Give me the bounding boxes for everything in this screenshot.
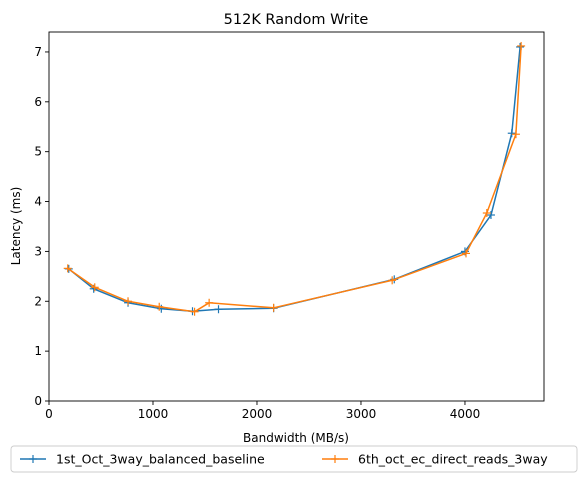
data-point — [511, 130, 520, 139]
data-point — [155, 302, 164, 311]
legend-label: 1st_Oct_3way_balanced_baseline — [56, 452, 265, 467]
data-point — [63, 264, 72, 273]
data-point — [486, 211, 495, 220]
data-point — [482, 209, 491, 218]
data-point — [388, 276, 397, 285]
y-tick-label: 4 — [34, 195, 42, 209]
plot-area — [48, 31, 545, 402]
x-tick-label: 3000 — [346, 407, 377, 421]
data-point — [517, 41, 526, 50]
data-point — [462, 249, 471, 258]
axes-frame — [48, 31, 545, 402]
legend-label: 6th_oct_ec_direct_reads_3way — [358, 452, 548, 467]
x-tick-label: 0 — [45, 407, 53, 421]
legend: 1st_Oct_3way_balanced_baseline 6th_oct_ec… — [10, 445, 578, 473]
series-line — [67, 45, 522, 313]
y-axis-label: Latency (ms) — [9, 187, 23, 266]
legend-entry: 1st_Oct_3way_balanced_baseline — [20, 452, 265, 467]
legend-box — [10, 445, 578, 473]
data-point — [205, 298, 214, 307]
x-axis-label: Bandwidth (MB/s) — [243, 431, 349, 445]
x-tick-label: 4000 — [450, 407, 481, 421]
y-tick-label: 5 — [34, 145, 42, 159]
series-line — [68, 46, 521, 312]
data-point — [90, 283, 99, 292]
chart-title: 512K Random Write — [224, 12, 369, 28]
y-tick-label: 0 — [34, 394, 42, 408]
x-axis: 0 1000 2000 3000 4000 — [45, 401, 480, 421]
y-tick-label: 7 — [34, 45, 42, 59]
y-tick-label: 2 — [34, 294, 42, 308]
x-tick-label: 1000 — [138, 407, 169, 421]
series-2 — [63, 41, 526, 316]
y-tick-label: 3 — [34, 244, 42, 258]
series-1 — [64, 42, 525, 316]
data-point — [124, 297, 133, 306]
y-tick-label: 1 — [34, 344, 42, 358]
data-point — [190, 307, 199, 316]
data-point — [507, 129, 516, 138]
data-point — [516, 42, 525, 51]
x-tick-label: 2000 — [242, 407, 273, 421]
y-tick-label: 6 — [34, 95, 42, 109]
data-point — [214, 305, 223, 314]
y-axis: 0 1 2 3 4 5 6 7 — [34, 45, 49, 408]
legend-entry: 6th_oct_ec_direct_reads_3way — [322, 452, 548, 467]
data-point — [269, 303, 278, 312]
